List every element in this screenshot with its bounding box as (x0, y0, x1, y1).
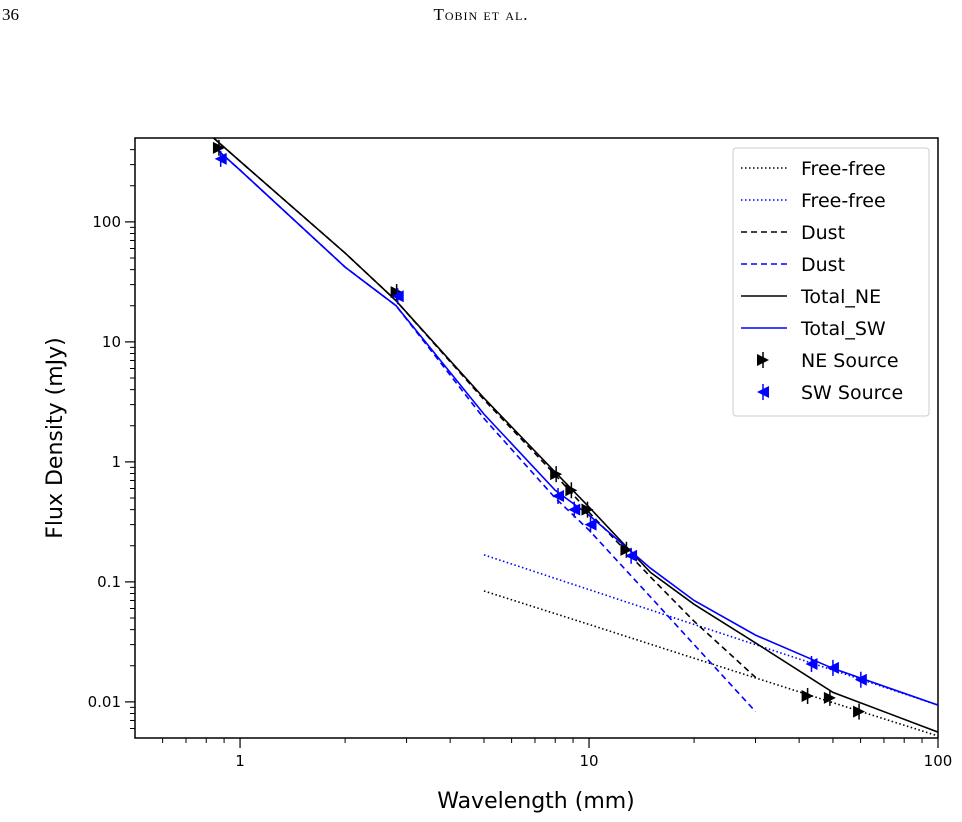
running-head: Tobin et al. (433, 5, 528, 24)
legend-label: Dust (801, 222, 845, 244)
data-point (565, 482, 578, 499)
point-marker (581, 503, 594, 516)
point-marker (625, 549, 638, 562)
legend-swatch (757, 384, 769, 400)
data-point (625, 547, 638, 564)
page-number: 36 (2, 5, 19, 24)
data-point (805, 655, 818, 672)
point-marker (801, 689, 814, 702)
data-point (214, 150, 227, 167)
point-marker (390, 286, 403, 299)
x-tick-label: 10 (579, 752, 598, 770)
model-line (216, 149, 757, 713)
data-point (552, 487, 565, 504)
legend-label: Free-free (801, 158, 886, 180)
legend-marker (757, 386, 769, 398)
y-tick-label: 100 (92, 213, 121, 231)
point-marker (823, 691, 836, 704)
legend-label: Dust (801, 254, 845, 276)
y-tick-label: 10 (102, 333, 121, 351)
data-point (391, 288, 404, 305)
data-point (212, 139, 225, 156)
point-marker (565, 484, 578, 497)
legend-label: SW Source (801, 382, 903, 404)
legend-swatch (757, 352, 769, 368)
model-line (483, 554, 938, 706)
point-marker (568, 503, 581, 516)
y-tick-label: 1 (111, 453, 121, 471)
data-point (550, 466, 563, 483)
data-point (823, 689, 836, 706)
model-line (216, 149, 938, 706)
point-marker (620, 543, 633, 556)
legend-box (732, 147, 930, 417)
point-marker (550, 468, 563, 481)
point-marker (854, 673, 867, 686)
x-tick-label: 100 (924, 752, 953, 770)
data-point (581, 501, 594, 518)
point-marker (584, 518, 597, 531)
point-marker (805, 657, 818, 670)
plot-area (212, 138, 938, 737)
plot-frame (134, 137, 939, 739)
data-point (584, 516, 597, 533)
point-marker (826, 661, 839, 674)
point-marker (212, 141, 225, 154)
y-axis-label: Flux Density (mJy) (43, 337, 68, 538)
legend-marker (757, 354, 769, 366)
x-tick-label: 1 (235, 752, 245, 770)
point-marker (391, 290, 404, 303)
data-point (568, 501, 581, 518)
point-marker (214, 152, 227, 165)
legend-label: Total_NE (800, 286, 881, 308)
legend-label: Total_SW (800, 318, 886, 340)
data-point (854, 671, 867, 688)
point-marker (853, 705, 866, 718)
x-axis-label: Wavelength (mm) (437, 789, 635, 814)
y-tick-label: 0.1 (97, 573, 121, 591)
data-point (853, 703, 866, 720)
data-point (826, 659, 839, 676)
model-line (213, 138, 757, 678)
legend-label: Free-free (801, 190, 886, 212)
y-tick-label: 0.01 (88, 693, 121, 711)
point-marker (552, 489, 565, 502)
legend-label: NE Source (801, 350, 899, 372)
data-point (801, 687, 814, 704)
model-line (483, 590, 938, 737)
